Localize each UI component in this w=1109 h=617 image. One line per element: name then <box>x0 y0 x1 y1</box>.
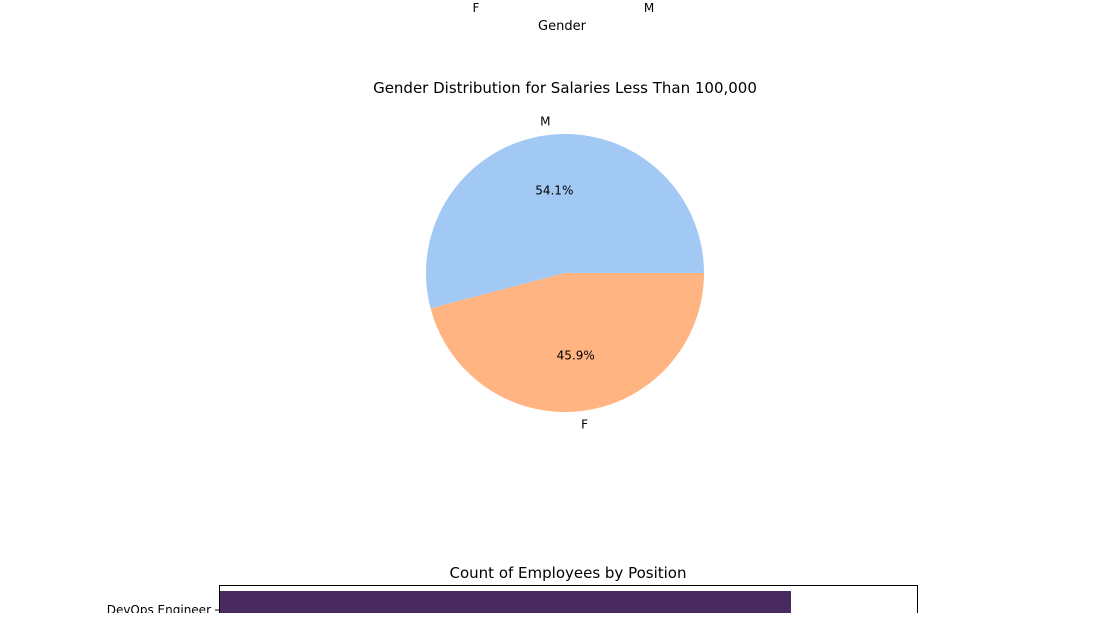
top-x-axis-label: Gender <box>538 19 587 34</box>
position-y-tick-label-devops-engineer: DevOps Engineer <box>107 603 211 613</box>
position-count-chart: Count of Employees by Position DevOps En… <box>107 564 918 617</box>
top-bar-chart: F M Gender <box>473 1 655 34</box>
top-x-tick-label-f: F <box>473 1 480 15</box>
top-x-tick-label-m: M <box>644 1 654 15</box>
pie-label-f: F <box>581 418 588 432</box>
pie-slice-m <box>426 133 704 309</box>
pie-label-m: M <box>540 114 550 128</box>
pie-pct-label-m: 54.1% <box>535 183 573 197</box>
pie-title: Gender Distribution for Salaries Less Th… <box>373 79 757 97</box>
pie-pct-label-f: 45.9% <box>557 349 595 363</box>
pie-slices <box>426 133 704 412</box>
position-chart-title: Count of Employees by Position <box>450 564 687 582</box>
gender-pie-chart: Gender Distribution for Salaries Less Th… <box>373 79 757 432</box>
pie-slice-f <box>430 273 704 412</box>
position-chart-axes-frame <box>219 585 918 617</box>
pie-labels: M 54.1% F 45.9% <box>535 114 595 431</box>
position-bar-devops-engineer <box>220 591 791 617</box>
